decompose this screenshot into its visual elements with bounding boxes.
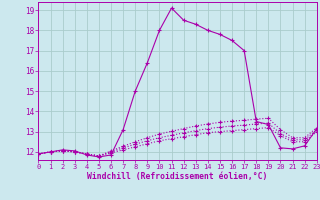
X-axis label: Windchill (Refroidissement éolien,°C): Windchill (Refroidissement éolien,°C) [87, 172, 268, 181]
